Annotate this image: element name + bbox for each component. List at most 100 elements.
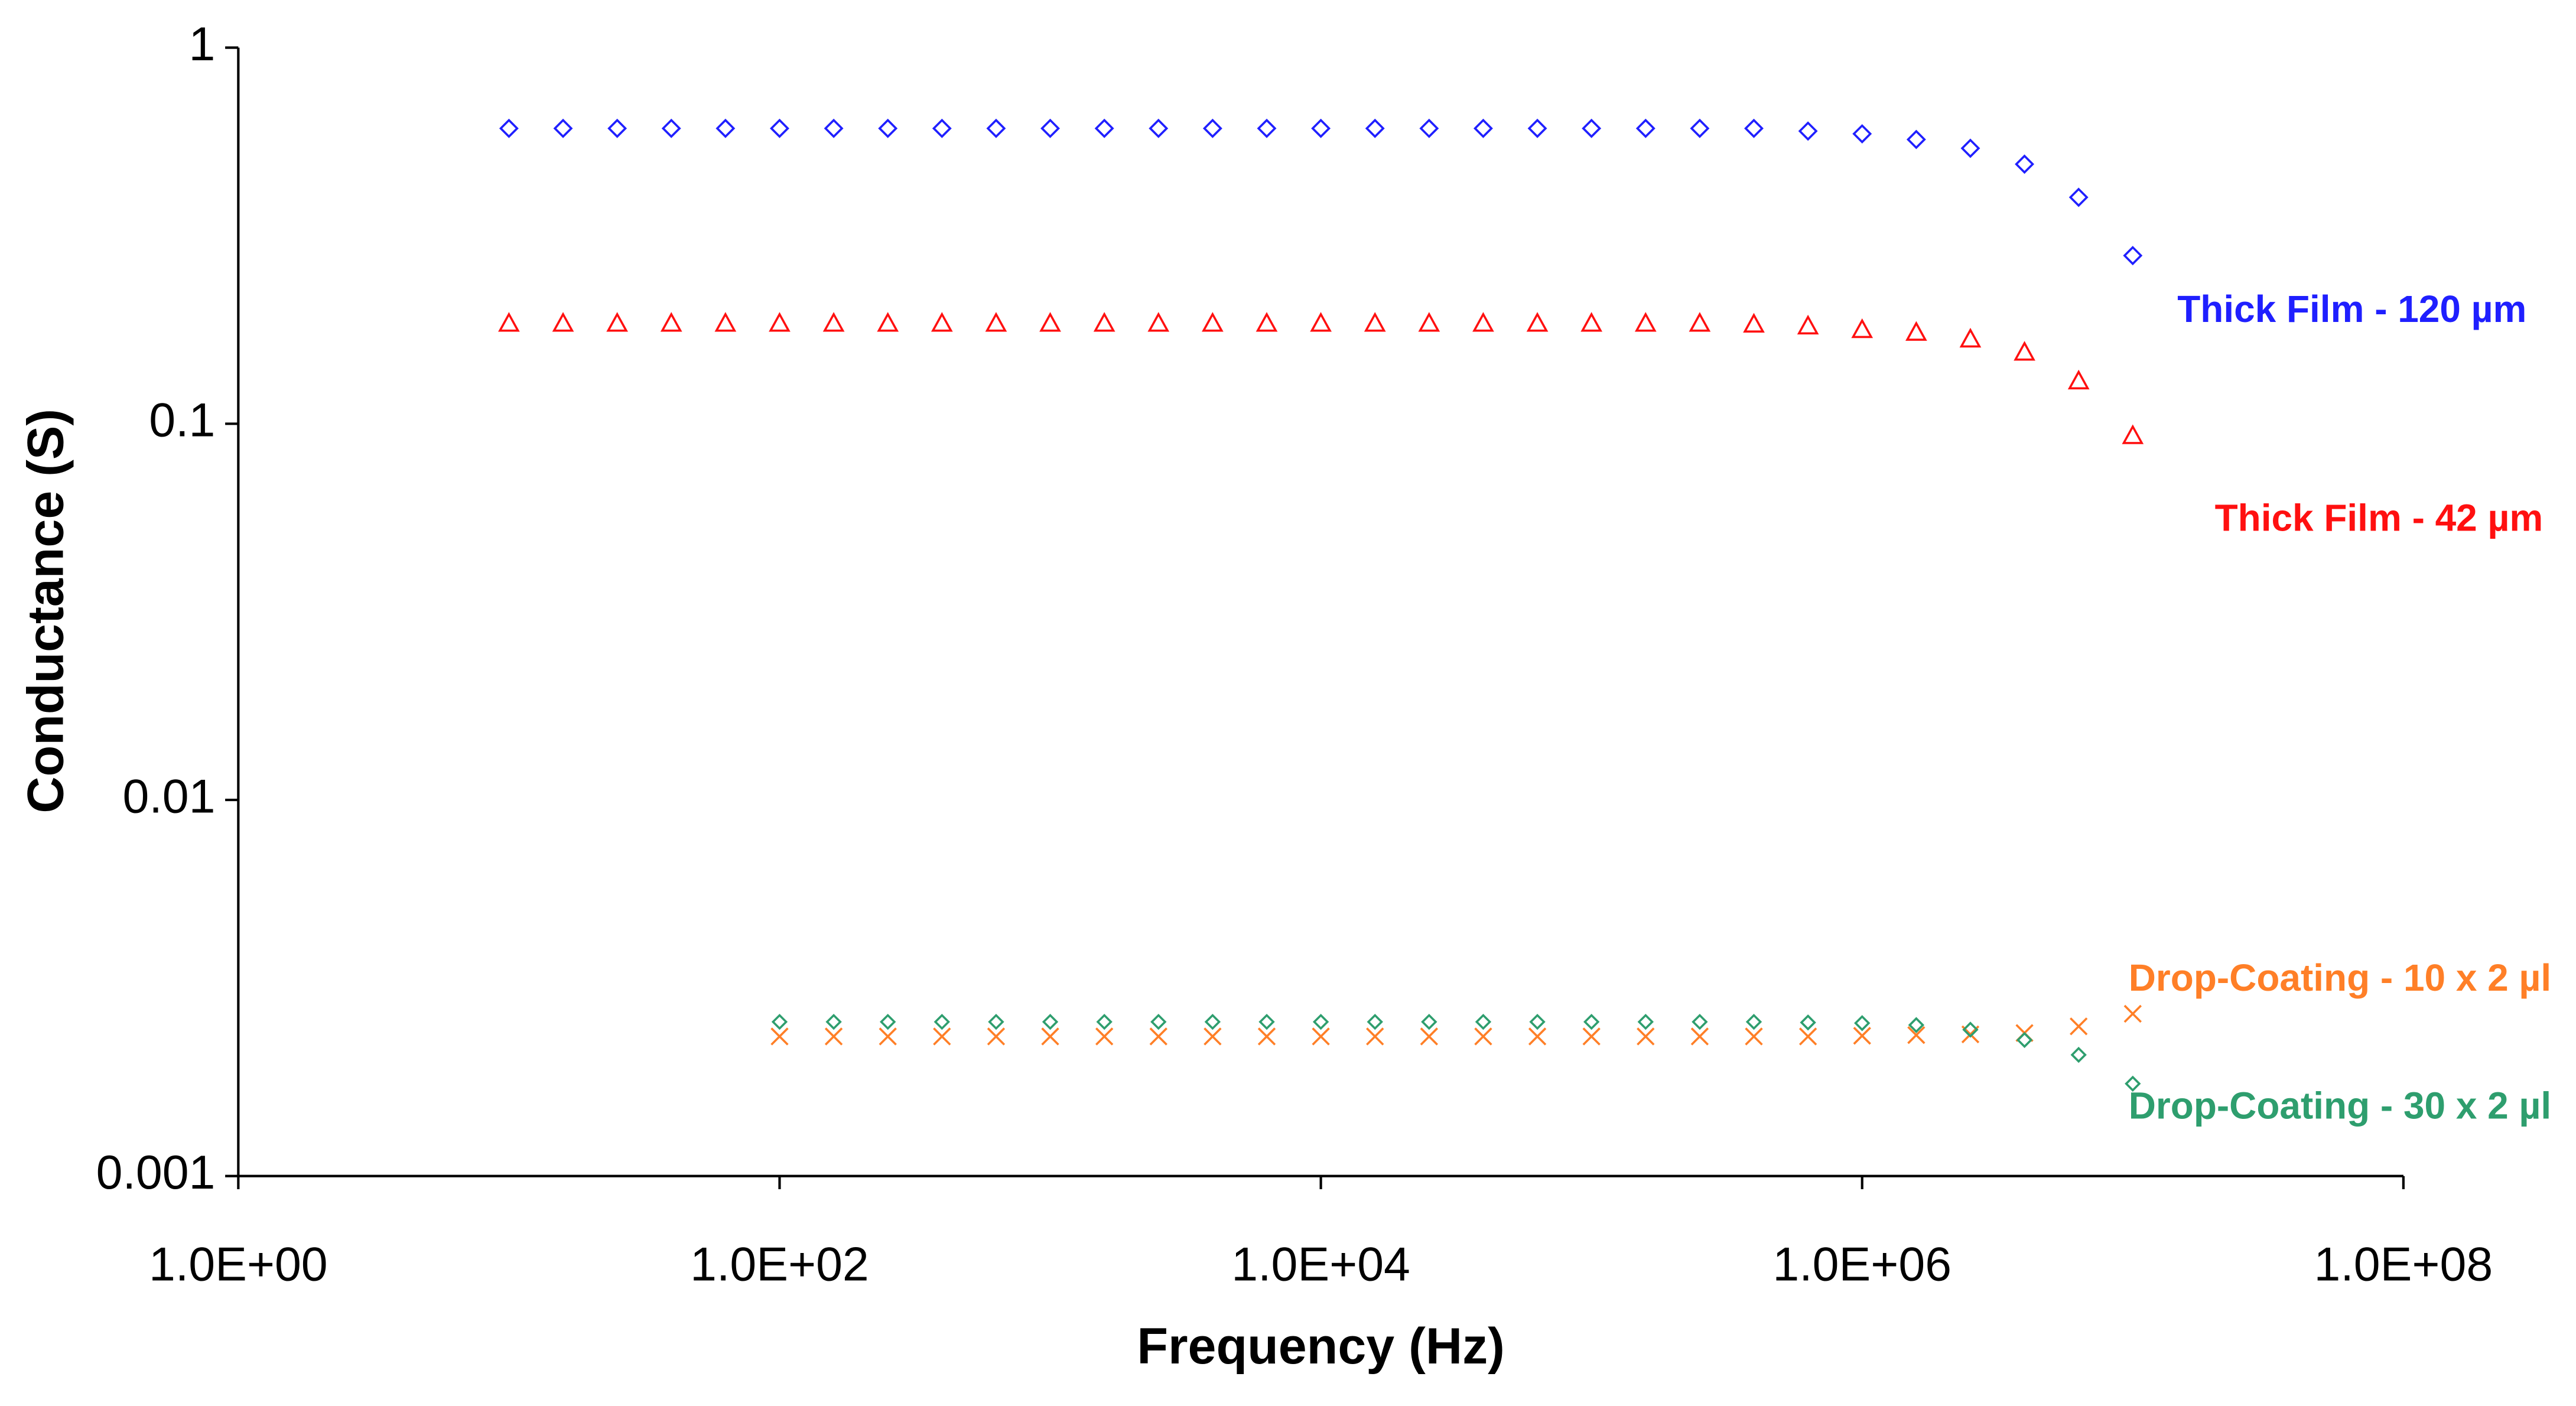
data-point: [1744, 118, 1764, 138]
data-point: [1149, 118, 1169, 138]
data-point: [1689, 312, 1711, 332]
data-point: [771, 1014, 788, 1030]
y-axis-title: Conductance (S): [17, 409, 74, 813]
data-point: [1583, 1014, 1600, 1030]
x-axis-title: Frequency (Hz): [1137, 1318, 1505, 1375]
data-point: [1204, 1014, 1221, 1030]
data-point: [660, 312, 682, 332]
data-point: [1582, 1027, 1601, 1046]
y-tick-label: 0.01: [122, 770, 215, 823]
data-point: [1312, 1027, 1330, 1046]
y-tick-label: 1: [189, 18, 216, 71]
data-point: [1258, 1014, 1275, 1030]
data-point: [770, 1027, 789, 1046]
data-point: [1637, 1014, 1654, 1030]
data-point: [1257, 118, 1277, 138]
data-point: [1906, 129, 1926, 149]
data-point: [2122, 424, 2144, 444]
data-point: [1364, 312, 1386, 332]
data-point: [1093, 312, 1115, 332]
data-point: [1474, 1027, 1492, 1046]
data-point: [1202, 312, 1224, 332]
data-point: [1366, 1027, 1384, 1046]
data-point: [553, 118, 573, 138]
data-point: [1256, 312, 1278, 332]
data-point: [1907, 1026, 1926, 1044]
x-tick-label: 1.0E+08: [2314, 1238, 2493, 1291]
data-point: [825, 1014, 842, 1030]
data-point: [770, 118, 789, 138]
data-point: [715, 118, 736, 138]
series-label: Thick Film - 42 µm: [2215, 496, 2544, 539]
series-label: Thick Film - 120 µm: [2177, 288, 2526, 330]
data-point: [499, 118, 519, 138]
data-point: [824, 1027, 843, 1046]
data-point: [1420, 1027, 1439, 1046]
data-point: [1690, 1027, 1709, 1046]
data-point: [1798, 1027, 1817, 1046]
data-point: [1743, 313, 1765, 333]
data-point: [933, 1027, 951, 1046]
data-point: [1095, 1027, 1114, 1046]
data-point: [2125, 1075, 2141, 1092]
data-point: [986, 118, 1006, 138]
data-point: [1745, 1014, 1762, 1030]
data-point: [714, 312, 737, 332]
data-point: [877, 312, 899, 332]
data-point: [552, 312, 574, 332]
data-point: [1473, 118, 1493, 138]
data-point: [1204, 1027, 1222, 1046]
data-point: [1851, 318, 1874, 339]
data-point: [1962, 1021, 1979, 1038]
data-point: [1690, 118, 1710, 138]
y-tick-label: 0.001: [96, 1146, 216, 1199]
data-point: [1257, 1027, 1276, 1046]
data-point: [1634, 312, 1657, 332]
data-point: [1365, 118, 1385, 138]
data-point: [1367, 1014, 1383, 1030]
data-point: [988, 1014, 1004, 1030]
data-point: [1582, 118, 1602, 138]
data-point: [985, 312, 1007, 332]
data-point: [1311, 118, 1331, 138]
data-point: [1418, 312, 1440, 332]
data-point: [2014, 341, 2035, 361]
data-point: [1096, 1014, 1113, 1030]
data-point: [1094, 118, 1114, 138]
data-point: [1149, 1027, 1167, 1046]
y-tick-label: 0.1: [149, 394, 215, 447]
x-tick-label: 1.0E+02: [690, 1238, 869, 1291]
data-point: [1529, 1014, 1546, 1030]
data-point: [1527, 118, 1547, 138]
data-point: [1960, 138, 1980, 158]
data-point: [880, 1014, 896, 1030]
data-point: [1312, 1014, 1329, 1030]
x-tick-label: 1.0E+06: [1772, 1238, 1951, 1291]
data-point: [932, 118, 952, 138]
data-point: [934, 1014, 950, 1030]
data-point: [2070, 1017, 2088, 1036]
data-point: [2068, 187, 2089, 207]
x-tick-label: 1.0E+00: [149, 1238, 328, 1291]
series-label: Drop-Coating - 30 x 2 µl: [2129, 1085, 2551, 1127]
data-point: [1800, 1014, 1816, 1031]
data-point: [824, 118, 844, 138]
data-point: [1150, 1014, 1167, 1030]
data-point: [1854, 1015, 1871, 1031]
data-point: [1472, 312, 1494, 332]
data-point: [1147, 312, 1170, 332]
data-point: [498, 312, 520, 332]
data-point: [1202, 118, 1222, 138]
data-point: [1635, 118, 1655, 138]
data-point: [2123, 246, 2143, 266]
data-point: [1853, 1027, 1871, 1045]
data-point: [1908, 1017, 1925, 1033]
data-point: [606, 312, 628, 332]
x-tick-label: 1.0E+04: [1231, 1238, 1410, 1291]
data-point: [822, 312, 845, 332]
data-point: [1475, 1014, 1492, 1030]
data-point: [1852, 124, 1872, 144]
data-point: [1039, 312, 1061, 332]
data-point: [1042, 1014, 1059, 1030]
data-point: [987, 1027, 1006, 1046]
